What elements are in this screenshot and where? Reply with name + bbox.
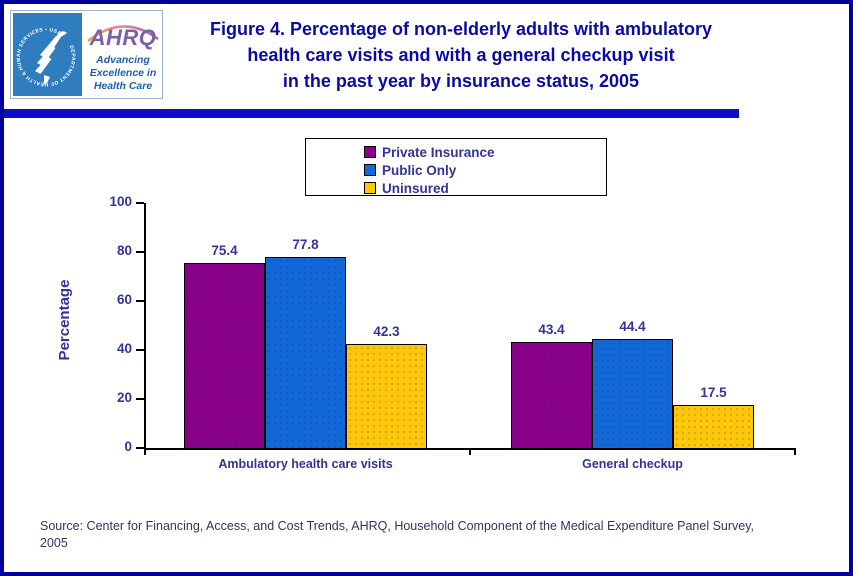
bar-uninsured-0 bbox=[346, 344, 427, 449]
ahrq-logo: AHRQ Advancing Excellence in Health Care bbox=[84, 11, 162, 98]
y-axis-tick bbox=[136, 202, 144, 204]
y-axis-tick bbox=[136, 349, 144, 351]
bar-private-insurance-1 bbox=[511, 341, 592, 449]
x-axis-tick bbox=[794, 448, 796, 455]
y-axis-tick bbox=[136, 398, 144, 400]
ahrq-wordmark: AHRQ bbox=[89, 25, 157, 50]
bar-value-label: 17.5 bbox=[700, 385, 727, 401]
header-divider-bar bbox=[4, 109, 739, 118]
tagline-line: Excellence in bbox=[89, 67, 157, 79]
y-axis-tick bbox=[136, 251, 144, 253]
bar-value-label: 77.8 bbox=[292, 237, 319, 253]
y-axis-line bbox=[144, 203, 146, 455]
x-category-label: General checkup bbox=[582, 457, 683, 471]
bar-value-label: 75.4 bbox=[211, 243, 238, 259]
figure-title-line: health care visits and with a general ch… bbox=[247, 45, 675, 65]
y-tick-label: 60 bbox=[116, 292, 132, 307]
bar-private-insurance-0 bbox=[184, 263, 265, 449]
ahrq-tagline: Advancing Excellence in Health Care bbox=[84, 54, 162, 93]
legend-swatch-icon bbox=[364, 146, 376, 158]
figure-title-line: Figure 4. Percentage of non-elderly adul… bbox=[209, 19, 713, 39]
x-axis-tick bbox=[469, 448, 471, 455]
figure-title-line: in the past year by insurance status, 20… bbox=[282, 71, 640, 91]
source-note-line: Source: Center for Financing, Access, an… bbox=[40, 519, 755, 533]
figure-title: Figure 4. Percentage of non-elderly adul… bbox=[172, 16, 750, 94]
hhs-eagle-icon: DEPARTMENT OF HEALTH & HUMAN SERVICES • … bbox=[16, 27, 76, 87]
ahrq-hhs-logo: DEPARTMENT OF HEALTH & HUMAN SERVICES • … bbox=[10, 10, 163, 99]
bar-uninsured-1 bbox=[673, 405, 754, 449]
legend-swatch-icon bbox=[364, 182, 376, 194]
tagline-line: Advancing bbox=[96, 54, 150, 66]
y-tick-label: 40 bbox=[116, 341, 132, 356]
bar-value-label: 42.3 bbox=[373, 324, 400, 340]
bar-public-only-1 bbox=[592, 339, 673, 449]
x-category-label: Ambulatory health care visits bbox=[218, 457, 393, 471]
source-note-line: 2005 bbox=[40, 536, 68, 550]
bar-public-only-0 bbox=[265, 257, 346, 449]
legend-label: Private Insurance bbox=[382, 144, 495, 160]
legend-item: Public Only bbox=[364, 161, 606, 179]
bar-value-label: 43.4 bbox=[538, 321, 565, 337]
legend-item: Private Insurance bbox=[364, 143, 606, 161]
y-axis-tick bbox=[136, 300, 144, 302]
hhs-seal-icon: DEPARTMENT OF HEALTH & HUMAN SERVICES • … bbox=[11, 11, 84, 98]
y-tick-label: 0 bbox=[124, 439, 132, 454]
legend-item: Uninsured bbox=[364, 179, 606, 197]
source-note: Source: Center for Financing, Access, an… bbox=[40, 518, 828, 552]
legend-swatch-icon bbox=[364, 164, 376, 176]
y-axis-tick bbox=[136, 447, 144, 449]
y-tick-label: 100 bbox=[109, 194, 132, 209]
legend-label: Public Only bbox=[382, 162, 457, 178]
bar-value-label: 44.4 bbox=[619, 319, 646, 335]
chart-legend: Private Insurance Public Only Uninsured bbox=[305, 138, 607, 196]
y-tick-label: 20 bbox=[116, 390, 132, 405]
y-axis-title: Percentage bbox=[56, 279, 73, 361]
legend-label: Uninsured bbox=[382, 180, 449, 196]
tagline-line: Health Care bbox=[93, 80, 153, 92]
bar-chart: Percentage 0 20 40 60 80 100 Ambulatory health… bbox=[4, 4, 849, 572]
rainbow-arc-icon bbox=[87, 25, 159, 42]
y-tick-label: 80 bbox=[116, 243, 132, 258]
